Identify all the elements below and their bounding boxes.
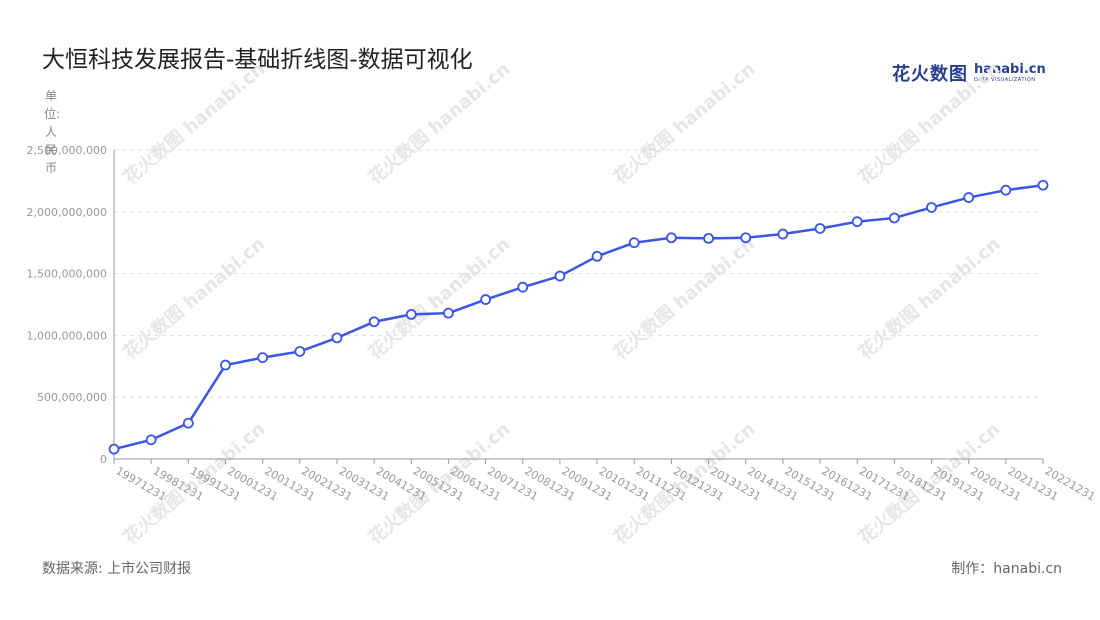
data-point bbox=[108, 443, 120, 455]
data-point bbox=[257, 352, 269, 364]
data-point bbox=[443, 307, 454, 319]
data-point bbox=[926, 202, 937, 213]
data-point bbox=[851, 216, 863, 228]
series-line bbox=[113, 183, 1044, 451]
data-point bbox=[182, 417, 194, 429]
data-point bbox=[331, 332, 343, 344]
y-axis-unit-label: 单位:人民币 bbox=[44, 89, 61, 175]
logo-right: hanabi.cn DATA VISUALIZATION bbox=[974, 63, 1046, 83]
watermark-text: 花火数图 hanabi.cn bbox=[119, 233, 269, 364]
data-point bbox=[1000, 184, 1012, 196]
data-point bbox=[814, 223, 826, 234]
logo-cn-text: 花火数图 bbox=[892, 64, 968, 85]
data-point bbox=[777, 228, 789, 240]
logo-en-text: hanabi.cn bbox=[974, 62, 1046, 77]
credit: 制作：hanabi.cn bbox=[951, 561, 1062, 577]
logo-sub-text: DATA VISUALIZATION bbox=[974, 77, 1036, 83]
watermark-text: 花火数图 hanabi.cn bbox=[854, 233, 1004, 364]
data-point bbox=[1037, 179, 1049, 191]
y-tick-label: 1,000,000,000 bbox=[27, 329, 107, 342]
watermark-text: 花火数图 hanabi.cn bbox=[364, 58, 514, 189]
data-point bbox=[963, 192, 975, 203]
data-point bbox=[517, 281, 529, 293]
y-tick-label: 500,000,000 bbox=[37, 391, 107, 404]
y-tick-label: 1,500,000,000 bbox=[27, 268, 107, 281]
data-point bbox=[220, 359, 231, 371]
data-point bbox=[405, 308, 417, 320]
data-point bbox=[666, 232, 677, 244]
data-source: 数据来源: 上市公司财报 bbox=[42, 561, 192, 577]
data-point bbox=[628, 237, 640, 249]
watermark-text: 花火数图 hanabi.cn bbox=[854, 58, 1004, 189]
watermark-text: 花火数图 hanabi.cn bbox=[609, 58, 759, 189]
watermark-text: 花火数图 hanabi.cn bbox=[119, 58, 269, 189]
data-point bbox=[368, 316, 380, 328]
data-point bbox=[480, 294, 492, 305]
data-point bbox=[554, 270, 566, 282]
data-point bbox=[888, 212, 900, 224]
data-point bbox=[145, 434, 157, 446]
brand-logo: 花火数图 hanabi.cn DATA VISUALIZATION bbox=[892, 60, 1046, 86]
chart-title: 大恒科技发展报告-基础折线图-数据可视化 bbox=[42, 47, 473, 73]
data-point bbox=[740, 232, 752, 244]
data-point bbox=[294, 346, 306, 357]
y-tick-label: 0 bbox=[100, 453, 107, 466]
y-tick-label: 2,000,000,000 bbox=[27, 206, 107, 219]
watermark-text: 花火数图 hanabi.cn bbox=[609, 233, 759, 364]
data-point bbox=[703, 232, 714, 244]
y-tick-label: 2,500,000,000 bbox=[27, 144, 107, 157]
data-point bbox=[591, 250, 603, 262]
